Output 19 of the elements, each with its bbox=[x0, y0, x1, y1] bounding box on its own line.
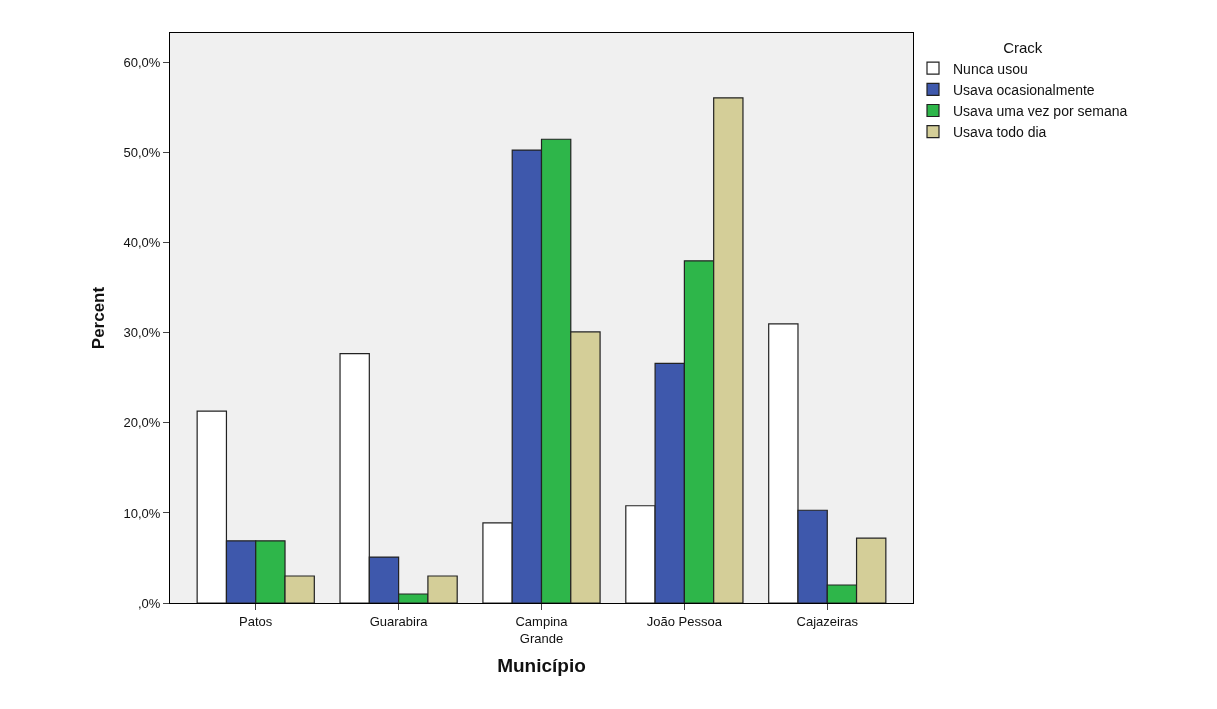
legend-label: Usava uma vez por semana bbox=[953, 102, 1128, 119]
y-tick-label: 20,0% bbox=[123, 415, 161, 431]
x-tick-label: Campina Grande bbox=[515, 613, 569, 646]
x-axis-title: Município bbox=[497, 655, 586, 677]
legend-label: Usava ocasionalmente bbox=[953, 81, 1095, 98]
legend-label: Nunca usou bbox=[953, 60, 1028, 77]
y-axis-title: Percent bbox=[89, 286, 109, 350]
y-tick-label: 30,0% bbox=[123, 325, 161, 341]
y-tick-label: ,0% bbox=[137, 595, 161, 611]
y-tick-label: 60,0% bbox=[123, 55, 161, 71]
y-tick-label: 50,0% bbox=[123, 145, 161, 161]
y-tick-label: 40,0% bbox=[123, 235, 161, 251]
x-tick-label: Patos bbox=[239, 613, 273, 629]
legend-title: Crack bbox=[1003, 38, 1043, 56]
x-tick-label: Cajazeiras bbox=[796, 613, 859, 629]
x-tick-label: Guarabira bbox=[369, 613, 429, 629]
legend-label: Usava todo dia bbox=[953, 124, 1047, 141]
y-tick-label: 10,0% bbox=[123, 505, 161, 521]
x-tick-label: João Pessoa bbox=[646, 613, 723, 629]
